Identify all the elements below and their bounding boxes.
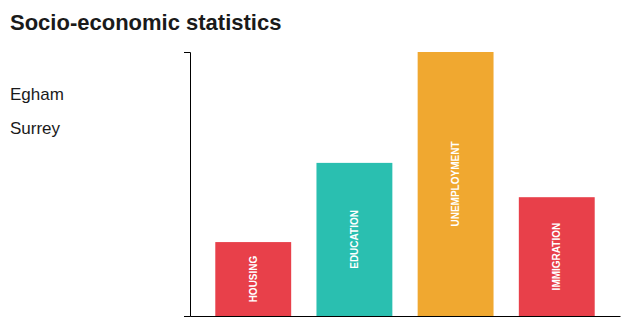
title: Socio-economic statistics xyxy=(10,10,281,35)
bar xyxy=(519,197,595,316)
bar xyxy=(215,242,291,316)
category-label: IMMIGRATION xyxy=(551,223,562,291)
x-axis xyxy=(191,316,621,317)
y-axis xyxy=(184,53,191,317)
x-axis-line xyxy=(191,316,621,317)
bar xyxy=(316,163,392,316)
y-axis-line xyxy=(184,53,191,317)
category-label: EDUCATION xyxy=(349,210,360,269)
bar xyxy=(418,52,494,316)
plot: HOUSING EDUCATION UNEMPLOYMENT IMMIGRATION xyxy=(184,52,621,317)
bar-labels: HOUSING EDUCATION UNEMPLOYMENT IMMIGRATION xyxy=(248,142,563,303)
subtitle: Surrey xyxy=(10,119,61,138)
subtitle: Egham xyxy=(10,85,64,104)
category-label: HOUSING xyxy=(248,255,259,302)
bars xyxy=(215,52,594,316)
category-label: UNEMPLOYMENT xyxy=(450,142,461,227)
chart: Socio-economic statistics Egham Surrey HOUS… xyxy=(0,0,640,336)
